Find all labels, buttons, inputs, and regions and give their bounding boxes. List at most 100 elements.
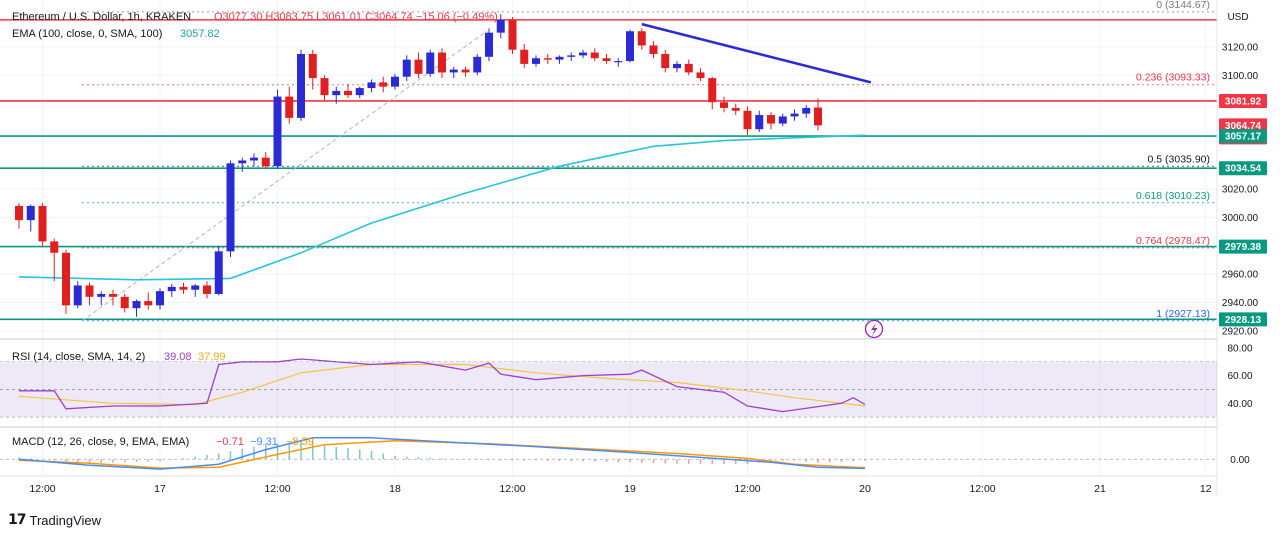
candle [344,90,352,96]
candle [579,52,587,56]
rsi-tick-label: 60.00 [1227,371,1252,382]
candle [567,55,576,57]
price-badge [1219,129,1267,144]
time-axis[interactable]: 12:00 17 12:00 18 12:00 19 12:00 20 12:00 21 12 [0,475,1217,495]
fib-level-label: 0.236 (3093.33) [1136,72,1210,84]
candle [144,301,153,306]
ema-100-line [18,134,866,281]
time-tick-label: 18 [389,483,401,495]
candle [367,82,376,89]
ohlc-values: O3077.30 H3083.75 L3061.01 C3064.74 −15.… [214,11,498,23]
ema-legend-label: EMA (100, close, 0, SMA, 100) [12,28,162,40]
currency-label: USD [1227,12,1248,23]
candle [50,241,59,253]
candle [532,58,540,64]
candle [285,96,294,118]
fibonacci-levels[interactable] [82,11,1217,322]
price-badge-label: 3081.92 [1225,96,1262,107]
fib-level-label: 0.5 (3035.90) [1148,153,1210,165]
fib-level-label: 0.618 (3010.23) [1136,190,1210,202]
candle [649,45,658,54]
price-tick-label: 3020.00 [1222,184,1259,195]
fib-level-label: 1 (2927.13) [1156,308,1210,320]
candle [26,205,35,221]
candle [438,52,446,73]
candle [250,157,258,161]
horizontal-lines[interactable] [0,19,1217,321]
candle [449,69,458,73]
candle [203,285,211,294]
candle [508,19,517,50]
candle [520,49,529,64]
price-tick-label: 3000.00 [1222,213,1259,224]
candle [461,69,470,73]
price-tick-label: 3120.00 [1222,42,1259,53]
price-tick-label: 3100.00 [1222,71,1259,82]
candle [720,102,728,108]
macd-tick-label: 0.00 [1230,455,1250,466]
candle [38,205,47,242]
candle [802,107,811,114]
candle [778,116,787,124]
candle [238,160,247,164]
rsi-pane[interactable]: 80.00 60.00 40.00 RSI (14, close, SMA, 14,… [0,338,1253,418]
candle [755,115,764,130]
candle [426,52,435,74]
candle [696,72,705,79]
descending-trendline[interactable] [641,22,872,84]
rsi-value: 39.08 [164,351,192,363]
candle [297,53,305,118]
candle [673,63,681,69]
price-badge-label: 3034.54 [1225,164,1262,175]
macd-line [18,437,866,470]
candle [156,291,164,306]
candle [332,90,341,96]
macd-value: −0.71 [216,436,244,448]
price-axis[interactable]: USD 3120.00 3100.00 3020.00 3000.00 2960.00 2… [1216,0,1267,495]
candles [15,14,822,317]
time-tick-label: 12:00 [734,483,760,495]
candle [790,113,799,117]
candle [120,296,129,309]
candle [320,78,329,96]
candle [167,286,176,292]
price-badge-label: 2979.38 [1225,242,1262,253]
price-badge-label: 2928.13 [1225,315,1262,326]
time-tick-label: 12:00 [969,483,995,495]
candle [614,61,623,63]
tradingview-logo-icon: 17 [8,512,27,528]
price-tick-label: 2960.00 [1222,270,1259,281]
candle [85,285,94,297]
candle [473,56,482,73]
candle [261,157,270,167]
time-tick-label: 12:00 [264,483,290,495]
price-badge [1219,239,1267,254]
tradingview-logo[interactable]: 17 TradingView [8,510,101,530]
candle [814,107,822,126]
rsi-line [19,358,866,413]
candle [485,32,493,57]
price-badge [1219,312,1267,327]
candle [637,31,646,46]
alert-lightning-icon[interactable] [864,319,884,339]
price-tick-label: 2940.00 [1222,298,1259,309]
fibonacci-labels: 0 (3144.67) 0.236 (3093.33) 0.5 (3035.90) 0… [1136,0,1210,320]
fib-level-label: 0.764 (2978.47) [1136,235,1210,247]
macd-pane[interactable]: 0.00 MACD (12, 26, close, 9, EMA, EMA) −… [0,426,1250,470]
candle [731,107,740,111]
rsi-tick-label: 80.00 [1227,343,1252,354]
time-tick-label: 17 [154,483,166,495]
price-tick-label: 2920.00 [1222,326,1259,337]
price-badge [1219,161,1267,176]
candle [132,301,141,309]
time-tick-label: 20 [859,483,871,495]
macd-histogram [18,440,866,464]
rsi-sma-value: 37.99 [198,351,226,363]
candle [543,58,552,60]
fib-level-label: 0 (3144.67) [1156,0,1210,11]
macd-legend-label: MACD (12, 26, close, 9, EMA, EMA) [12,436,189,448]
rsi-tick-label: 40.00 [1227,399,1252,410]
candle [109,293,117,297]
symbol-title: Ethereum / U.S. Dollar, 1h, KRAKEN [12,11,191,23]
